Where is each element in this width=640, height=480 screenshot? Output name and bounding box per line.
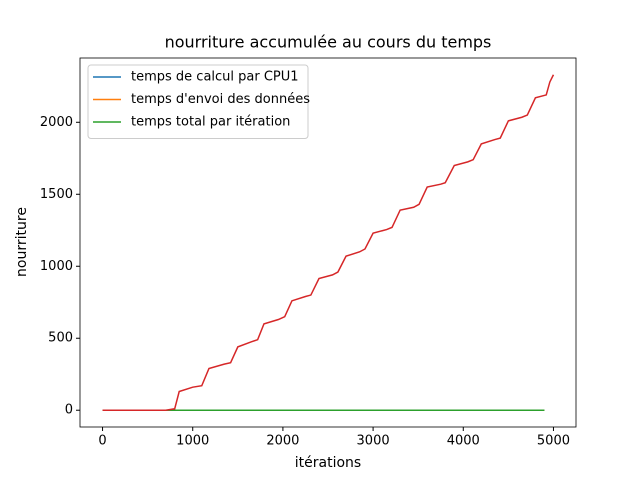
x-tick-label: 0 <box>98 434 106 449</box>
y-tick-label: 1500 <box>40 187 73 202</box>
x-tick-label: 5000 <box>537 434 570 449</box>
x-tick-label: 3000 <box>357 434 390 449</box>
legend-label: temps de calcul par CPU1 <box>131 70 299 85</box>
legend-box <box>87 64 309 139</box>
x-axis-label: itérations <box>295 455 361 471</box>
legend-label: temps total par itération <box>131 115 290 130</box>
plot-frame <box>79 57 577 428</box>
y-tick-label: 0 <box>65 403 73 418</box>
x-tick-label: 4000 <box>447 434 480 449</box>
y-tick-label: 1000 <box>40 259 73 274</box>
chart-title: nourriture accumulée au cours du temps <box>165 33 492 52</box>
x-tick-label: 1000 <box>176 434 209 449</box>
y-axis-label: nourriture <box>14 207 30 277</box>
y-tick-label: 2000 <box>40 115 73 130</box>
y-tick-label: 500 <box>48 331 73 346</box>
line-series <box>102 74 555 411</box>
x-tick-label: 2000 <box>266 434 299 449</box>
legend-label: temps d'envoi des données <box>131 92 310 107</box>
